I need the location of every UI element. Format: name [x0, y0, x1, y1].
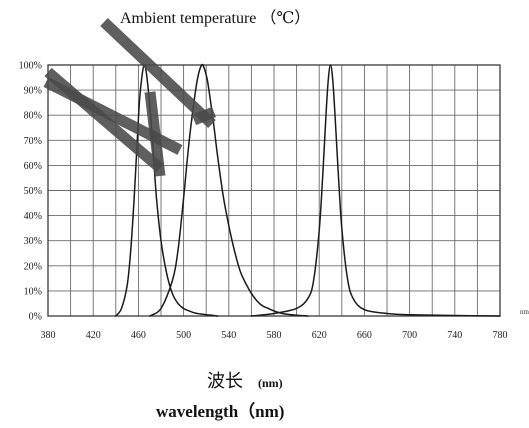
y-tick-label: 100%: [19, 61, 42, 72]
y-tick-label: 70%: [24, 136, 42, 147]
watermark-stroke: [191, 106, 217, 126]
chart-title: Ambient temperature （℃）: [120, 9, 310, 27]
x-tick-label: 660: [357, 330, 372, 341]
watermark-stroke: [100, 18, 216, 128]
grid: [47, 64, 501, 317]
plot-frame: [47, 64, 501, 317]
y-tick-label: 60%: [24, 161, 42, 172]
x-tick-label: 460: [131, 330, 146, 341]
x-tick-label: 620: [312, 330, 327, 341]
watermark-stroke: [43, 77, 183, 155]
spectrum-curve-2: [148, 63, 309, 317]
x-tick-label: 780: [493, 330, 508, 341]
x-axis-unit-fragment: nm: [520, 308, 529, 316]
x-axis-label-english: wavelength（nm): [156, 401, 284, 421]
y-tick-label: 10%: [24, 286, 42, 297]
x-tick-label: 540: [221, 330, 236, 341]
x-tick-label: 740: [447, 330, 462, 341]
y-tick-label: 50%: [24, 186, 42, 197]
y-tick-label: 20%: [24, 261, 42, 272]
y-tick-label: 0%: [29, 312, 42, 323]
y-tick-label: 40%: [24, 211, 42, 222]
x-tick-label: 420: [86, 330, 101, 341]
x-tick-label: 580: [267, 330, 282, 341]
y-tick-label: 30%: [24, 236, 42, 247]
y-tick-label: 80%: [24, 111, 42, 122]
x-axis-label-unit: (nm): [258, 376, 283, 390]
axis-ticks: 380 420 460 500 540 580 620 660 700 740 780 0% 10% 20…: [19, 61, 508, 342]
x-tick-label: 380: [41, 330, 56, 341]
x-tick-label: 500: [176, 330, 191, 341]
x-tick-label: 700: [402, 330, 417, 341]
y-tick-label: 90%: [24, 86, 42, 97]
watermark-overlay: [43, 18, 217, 177]
x-axis-label-chinese: 波长: [207, 371, 243, 391]
spectrum-curve-3: [250, 64, 501, 317]
